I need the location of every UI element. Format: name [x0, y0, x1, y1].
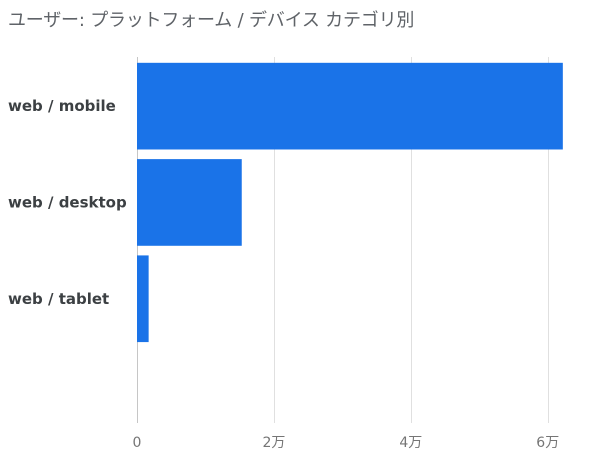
bar — [137, 255, 149, 343]
x-tick-label: 2万 — [262, 435, 285, 451]
chart-title: ユーザー: プラットフォーム / デバイス カテゴリ別 — [8, 10, 415, 31]
x-tick-label: 4万 — [399, 435, 422, 451]
x-tick-label: 6万 — [536, 435, 559, 451]
category-label: web / tablet — [8, 290, 109, 308]
x-tick-label: 0 — [133, 435, 142, 451]
bar — [137, 159, 242, 246]
category-label: web / desktop — [8, 193, 127, 211]
x-axis-tick-labels: 0 2万 4万 6万 — [133, 435, 560, 451]
category-labels: web / mobile web / desktop web / tablet — [8, 97, 127, 308]
category-label: web / mobile — [8, 97, 116, 115]
bars — [137, 62, 563, 343]
bar — [137, 62, 563, 150]
